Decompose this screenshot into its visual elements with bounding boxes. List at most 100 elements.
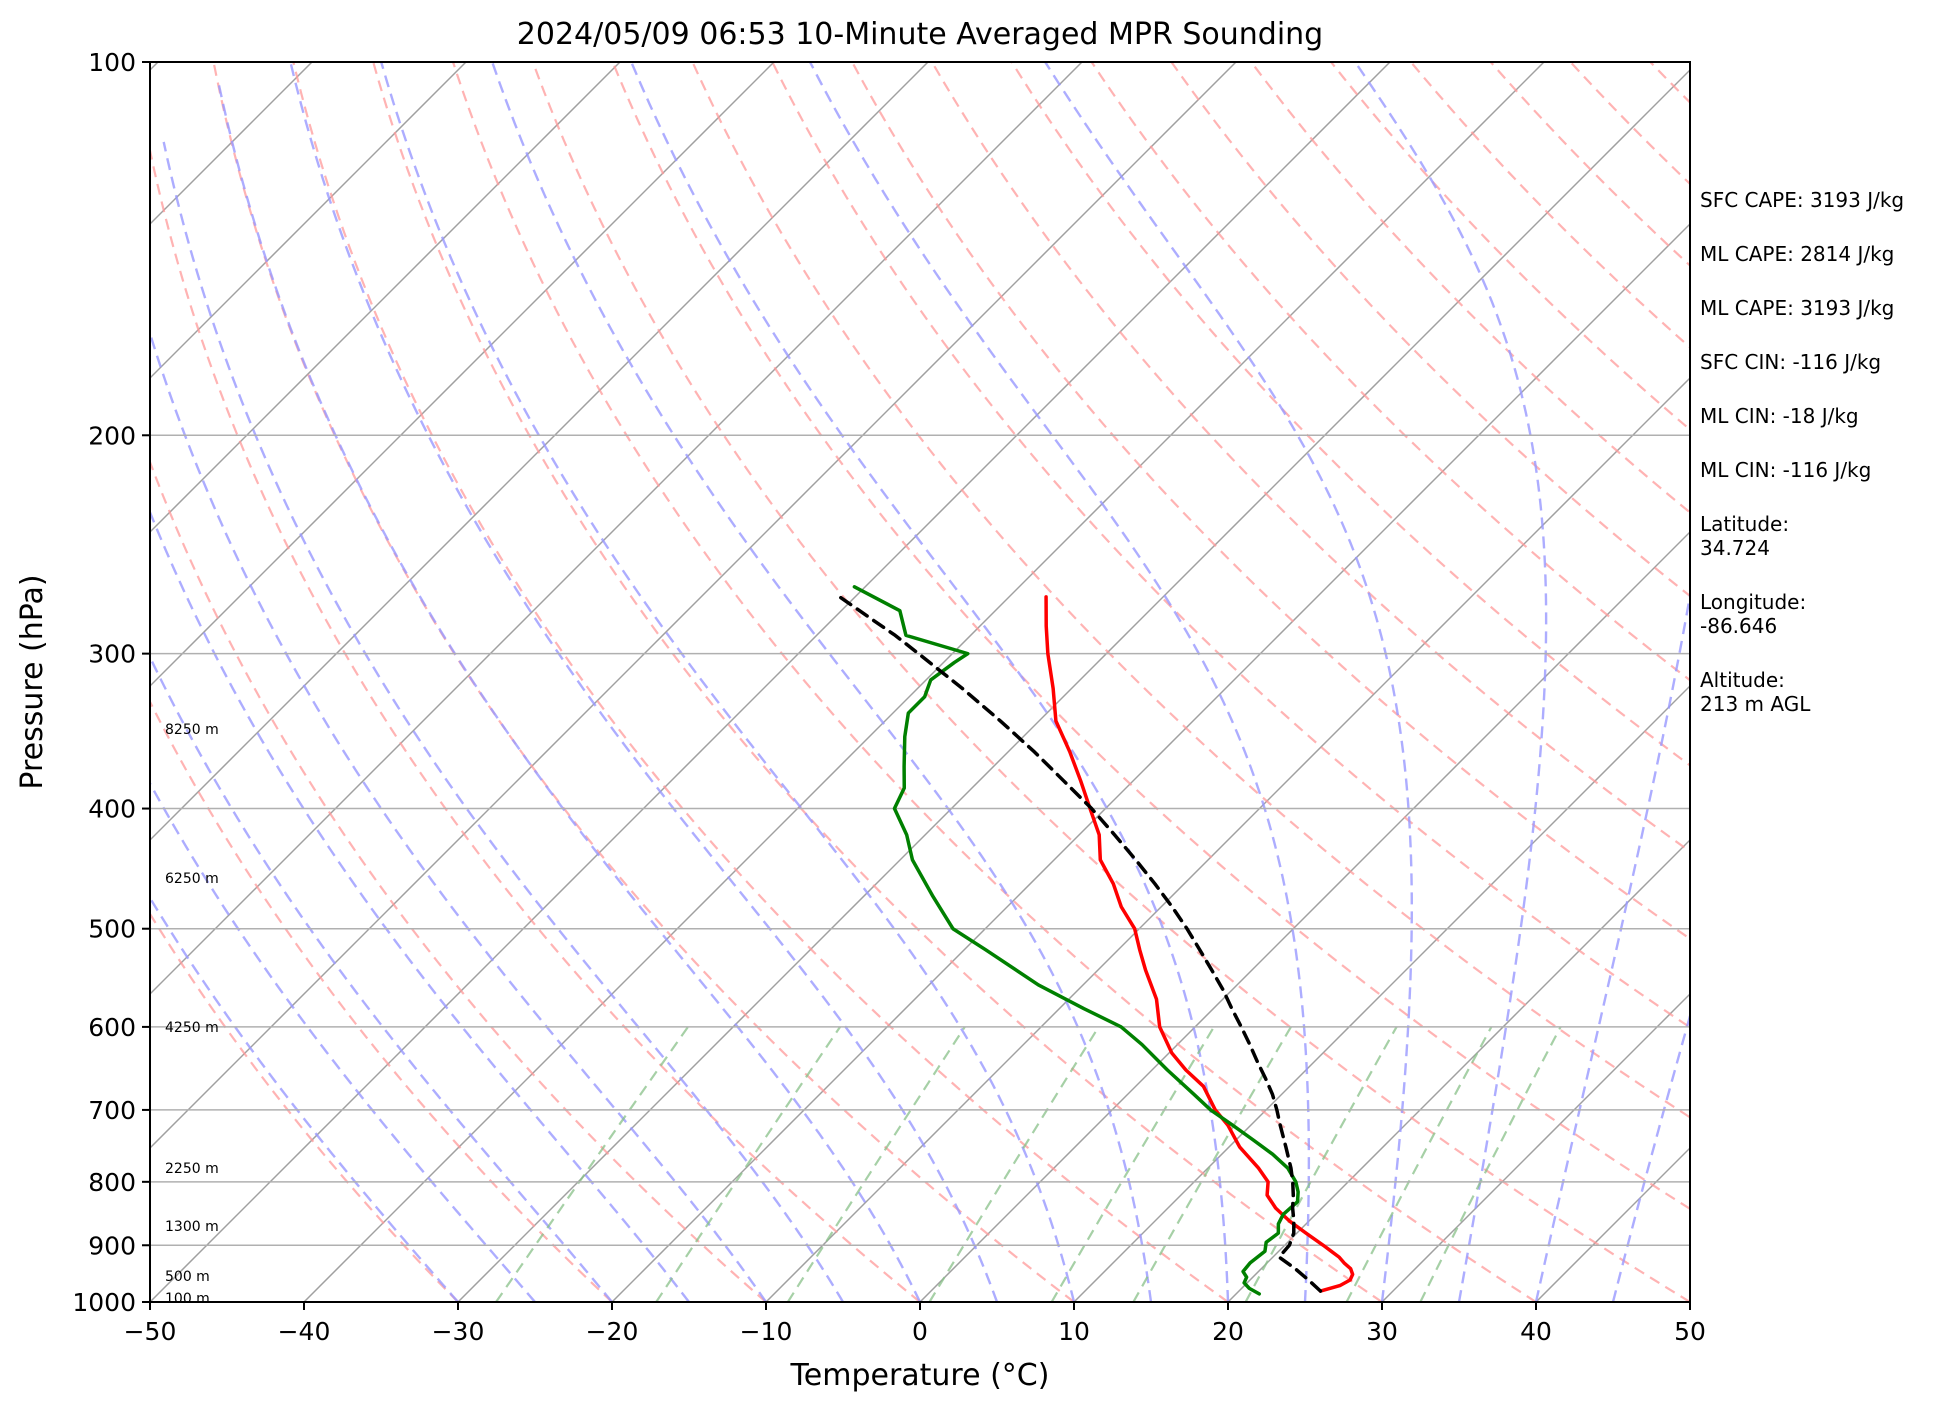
y-tick-label: 900 [88, 1231, 136, 1260]
isotherm-line [150, 62, 929, 842]
moist-adiabat-line [150, 654, 613, 1302]
isotherm-line [611, 222, 1690, 1302]
moist-adiabat-line [1534, 588, 1690, 1302]
isotherm-line [1073, 684, 1690, 1302]
isotherm-line [150, 62, 1391, 1302]
isotherm-line [1381, 992, 1690, 1302]
x-tick-label: 50 [1674, 1317, 1706, 1346]
x-tick-label: 40 [1520, 1317, 1552, 1346]
mixing-ratio-line [495, 1026, 689, 1302]
stat-text: 213 m AGL [1700, 692, 1811, 716]
stat-text: ML CIN: -116 J/kg [1700, 458, 1872, 482]
isotherm-line [150, 62, 775, 688]
mixing-ratio-line [786, 1026, 966, 1302]
stat-item: Altitude: 213 m AGL [1700, 668, 1930, 716]
stat-item: ML CIN: -116 J/kg [1700, 458, 1930, 482]
height-label: 6250 m [165, 871, 219, 887]
stat-item: SFC CAPE: 3193 J/kg [1700, 188, 1930, 212]
x-tick-label: −50 [124, 1317, 177, 1346]
isotherm-line [150, 62, 621, 534]
isotherm-line [765, 376, 1690, 1302]
moist-adiabat-line [380, 62, 1076, 1302]
sounding-stats-panel: SFC CAPE: 3193 J/kg ML CAPE: 2814 J/kg ML … [1700, 188, 1930, 746]
y-tick-label: 300 [88, 640, 136, 669]
dry-adiabat-line [1410, 62, 1690, 349]
dry-adiabat-line [611, 62, 1690, 1211]
moist-adiabat-line [217, 82, 922, 1302]
moist-adiabat-line [150, 329, 767, 1302]
isotherm-line [303, 62, 1545, 1302]
stat-text: ML CAPE: 2814 J/kg [1700, 242, 1895, 266]
isotherm-line [150, 62, 1083, 996]
dry-adiabat-line [851, 62, 1690, 941]
moist-adiabat-line [289, 62, 999, 1302]
stat-text: ML CIN: -18 J/kg [1700, 404, 1859, 428]
dry-adiabat-line [150, 458, 767, 1302]
stat-item: ML CIN: -18 J/kg [1700, 404, 1930, 428]
y-tick-label: 200 [88, 421, 136, 450]
isotherm-line [919, 530, 1690, 1302]
dry-adiabat-line [531, 62, 1690, 1302]
y-tick-label: 800 [88, 1168, 136, 1197]
y-tick-label: 500 [88, 915, 136, 944]
y-tick-label: 100 [88, 48, 136, 77]
height-label: 8250 m [165, 722, 219, 738]
moist-adiabat-line [1354, 62, 1548, 1302]
dry-adiabat-line [771, 62, 1690, 1029]
stat-item: ML CAPE: 3193 J/kg [1700, 296, 1930, 320]
stat-text: 34.724 [1700, 536, 1770, 560]
y-tick-label: 700 [88, 1096, 136, 1125]
x-tick-label: −30 [432, 1317, 485, 1346]
moist-adiabat-line [630, 62, 1230, 1302]
moist-adiabat-line [150, 509, 690, 1302]
x-tick-label: −20 [586, 1317, 639, 1346]
height-label: 4250 m [165, 1020, 219, 1036]
moist-adiabat-line [150, 780, 536, 1302]
dry-adiabat-line [1010, 62, 1690, 767]
x-tick-label: 0 [912, 1317, 928, 1346]
mixing-ratio-line [655, 1026, 841, 1302]
x-tick-label: 20 [1212, 1317, 1244, 1346]
mixing-ratio-line [1419, 1026, 1562, 1302]
x-tick-label: 10 [1058, 1317, 1090, 1346]
y-axis-title: Pressure (hPa) [15, 574, 50, 789]
y-tick-label: 1000 [72, 1288, 136, 1317]
isotherm-line [150, 62, 467, 380]
stat-item: ML CAPE: 2814 J/kg [1700, 242, 1930, 266]
stat-item: Longitude: -86.646 [1700, 590, 1930, 638]
moist-adiabat-line [491, 62, 1153, 1302]
y-tick-label: 400 [88, 795, 136, 824]
mixing-ratio-line [1345, 1026, 1493, 1302]
y-tick-label: 600 [88, 1013, 136, 1042]
moist-adiabat-line [808, 62, 1311, 1302]
x-tick-label: −40 [278, 1317, 331, 1346]
isotherm-line [457, 68, 1690, 1302]
isotherm-line [150, 62, 1237, 1150]
stat-item: Latitude: 34.724 [1700, 512, 1930, 560]
dry-adiabat-line [292, 62, 1229, 1302]
x-axis-title: Temperature (°C) [790, 1358, 1050, 1393]
dry-adiabat-line [451, 62, 1537, 1302]
dry-adiabat-line [691, 62, 1690, 1119]
series-line-0 [1044, 595, 1355, 1293]
height-label: 500 m [165, 1269, 210, 1285]
reference-lines [150, 62, 1690, 1302]
dry-adiabat-line [150, 145, 921, 1302]
moist-adiabat-line [150, 895, 459, 1302]
height-label: 100 m [165, 1291, 210, 1307]
stat-text: Longitude: [1700, 590, 1807, 614]
stat-text: SFC CIN: -116 J/kg [1700, 350, 1882, 374]
series-layer [837, 585, 1355, 1296]
stat-text: SFC CAPE: 3193 J/kg [1700, 188, 1905, 212]
x-tick-label: −10 [740, 1317, 793, 1346]
stat-text: Altitude: [1700, 668, 1785, 692]
dry-adiabat-line [150, 911, 459, 1302]
mixing-ratio-line [1244, 1026, 1398, 1302]
height-label: 2250 m [165, 1161, 219, 1177]
height-labels: 8250 m 6250 m 4250 m 2250 m 1300 m 500 m 100 m [165, 722, 219, 1307]
stat-text: -86.646 [1700, 614, 1778, 638]
height-label: 1300 m [165, 1219, 219, 1235]
x-tick-label: 30 [1366, 1317, 1398, 1346]
